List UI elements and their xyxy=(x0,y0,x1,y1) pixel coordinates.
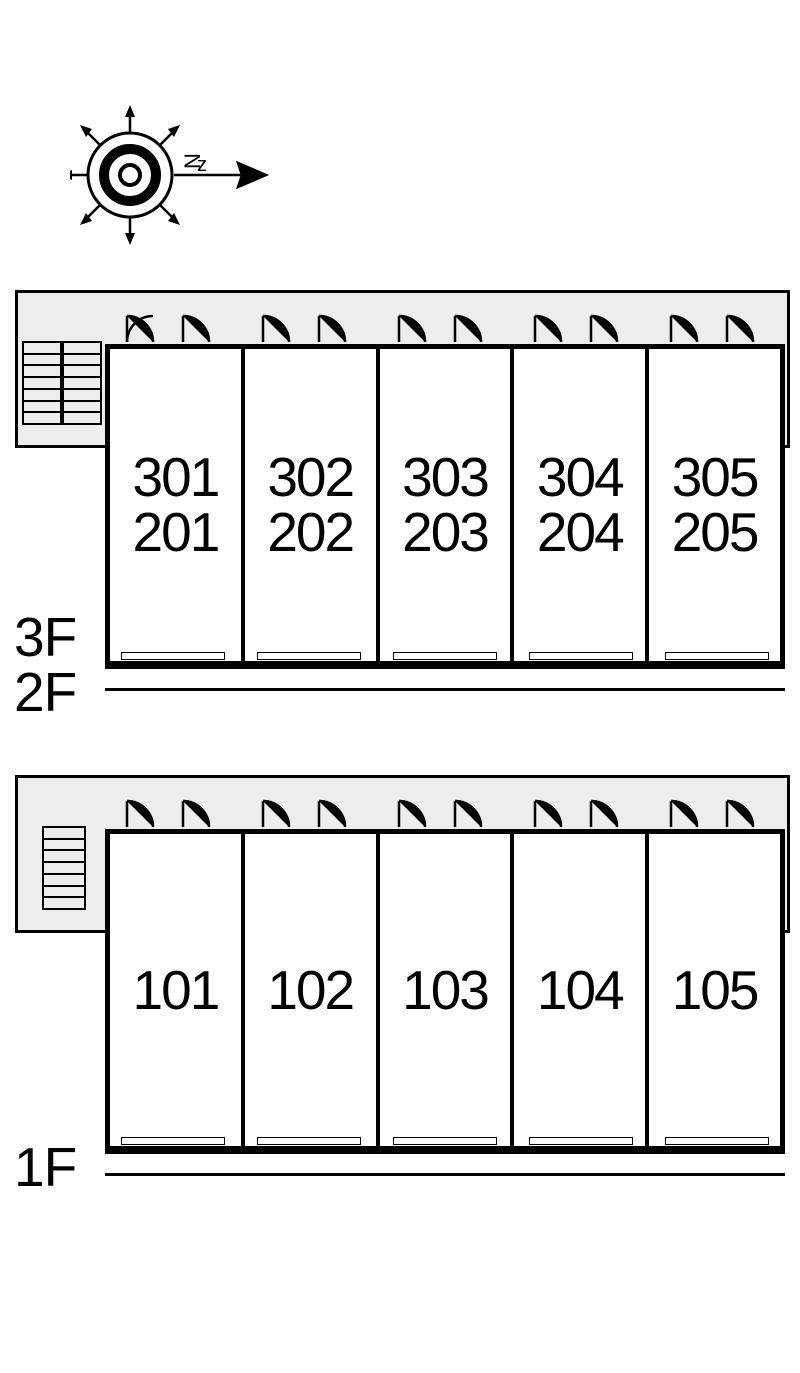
stairs-upper xyxy=(22,341,102,425)
balcony-rail-lower xyxy=(105,1151,785,1179)
compass-icon: N z xyxy=(70,105,230,265)
unit-101: 101 xyxy=(105,829,241,1151)
unit-number: 303 xyxy=(402,450,488,505)
floor-label-1f: 1F xyxy=(14,1135,76,1199)
floor-label-2f: 2F xyxy=(14,660,76,724)
unit-105: 105 xyxy=(645,829,785,1151)
unit-number: 203 xyxy=(402,505,488,560)
unit-number: 202 xyxy=(267,505,353,560)
window-sills-upper xyxy=(105,650,785,662)
units-lower: 101 102 103 104 105 xyxy=(105,829,785,1151)
unit-305-205: 305 205 xyxy=(645,344,785,666)
unit-number: 105 xyxy=(672,963,758,1018)
unit-103: 103 xyxy=(376,829,511,1151)
unit-number: 103 xyxy=(402,963,488,1018)
unit-302-202: 302 202 xyxy=(241,344,376,666)
balcony-rail-upper xyxy=(105,666,785,694)
unit-number: 102 xyxy=(267,963,353,1018)
unit-number: 205 xyxy=(672,505,758,560)
unit-number: 302 xyxy=(267,450,353,505)
unit-number: 201 xyxy=(133,505,219,560)
unit-number: 301 xyxy=(133,450,219,505)
unit-number: 204 xyxy=(537,505,623,560)
unit-number: 104 xyxy=(537,963,623,1018)
unit-number: 304 xyxy=(537,450,623,505)
north-label: z xyxy=(197,154,207,176)
door-row-upper xyxy=(105,312,785,342)
stairs-lower xyxy=(42,826,86,910)
unit-102: 102 xyxy=(241,829,376,1151)
units-upper: 301 201 302 202 303 203 304 204 305 205 xyxy=(105,344,785,666)
door-row-lower xyxy=(105,797,785,827)
floorplan-canvas: N z 301 201 302 202 303 xyxy=(0,0,800,1373)
unit-number: 101 xyxy=(133,963,219,1018)
unit-104: 104 xyxy=(510,829,645,1151)
unit-number: 305 xyxy=(672,450,758,505)
unit-301-201: 301 201 xyxy=(105,344,241,666)
unit-303-203: 303 203 xyxy=(376,344,511,666)
unit-304-204: 304 204 xyxy=(510,344,645,666)
window-sills-lower xyxy=(105,1135,785,1147)
